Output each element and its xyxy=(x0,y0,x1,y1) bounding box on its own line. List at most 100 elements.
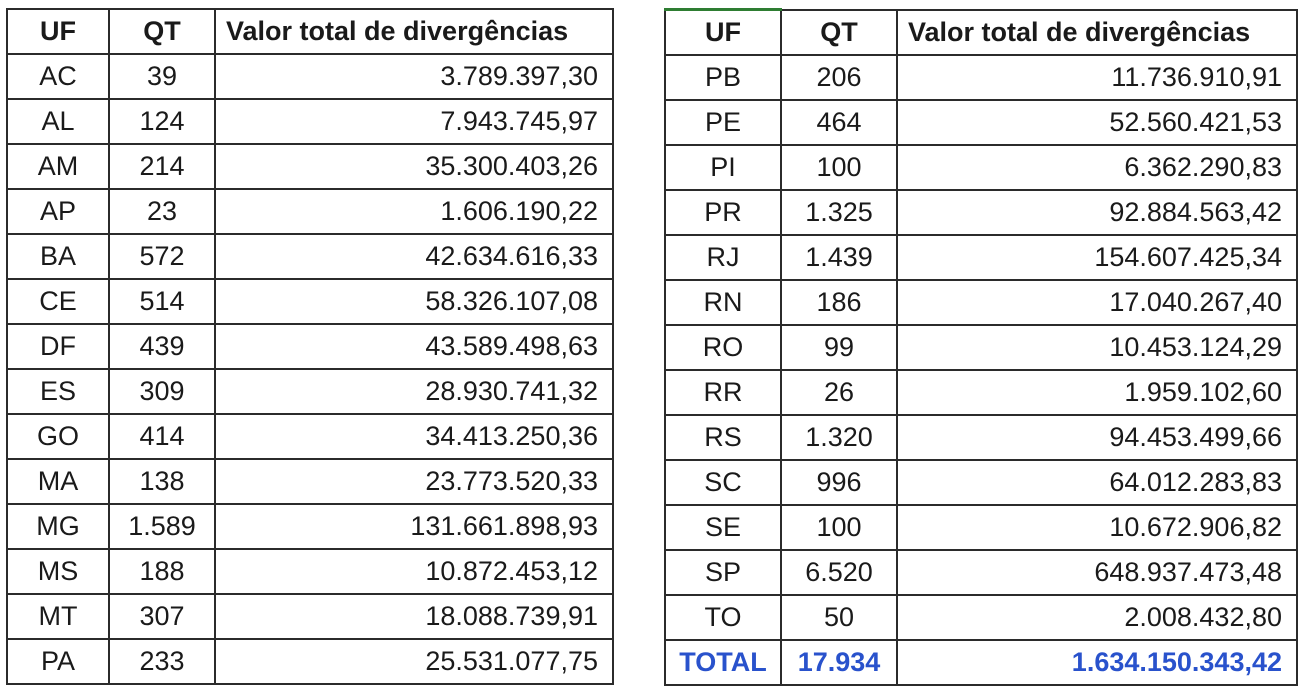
cell-valor[interactable]: 10.872.453,12 xyxy=(214,548,614,595)
cell-uf[interactable]: CE xyxy=(6,278,110,325)
cell-uf[interactable]: MG xyxy=(6,503,110,550)
cell-qt[interactable]: 124 xyxy=(108,98,216,145)
cell-qt[interactable]: 50 xyxy=(780,594,898,641)
cell-qt[interactable]: 309 xyxy=(108,368,216,415)
cell-qt[interactable]: 23 xyxy=(108,188,216,235)
cell-uf[interactable]: RN xyxy=(664,279,782,326)
cell-valor[interactable]: 11.736.910,91 xyxy=(896,54,1298,101)
cell-qt[interactable]: 307 xyxy=(108,593,216,640)
cell-valor[interactable]: 25.531.077,75 xyxy=(214,638,614,685)
cell-qt[interactable]: 206 xyxy=(780,54,898,101)
cell-uf[interactable]: AC xyxy=(6,53,110,100)
cell-valor[interactable]: 10.672.906,82 xyxy=(896,504,1298,551)
cell-uf[interactable]: PI xyxy=(664,144,782,191)
header-qt[interactable]: QT xyxy=(108,8,216,55)
cell-valor[interactable]: 648.937.473,48 xyxy=(896,549,1298,596)
cell-valor[interactable]: 6.362.290,83 xyxy=(896,144,1298,191)
header-uf[interactable]: UF xyxy=(6,8,110,55)
cell-valor[interactable]: 94.453.499,66 xyxy=(896,414,1298,461)
cell-uf[interactable]: TO xyxy=(664,594,782,641)
cell-valor[interactable]: 17.040.267,40 xyxy=(896,279,1298,326)
table-row: PA 233 25.531.077,75 xyxy=(6,638,614,685)
cell-uf[interactable]: RJ xyxy=(664,234,782,281)
cell-qt[interactable]: 138 xyxy=(108,458,216,505)
cell-uf[interactable]: RR xyxy=(664,369,782,416)
cell-valor[interactable]: 35.300.403,26 xyxy=(214,143,614,190)
cell-qt[interactable]: 1.320 xyxy=(780,414,898,461)
table-row: ES 309 28.930.741,32 xyxy=(6,368,614,415)
cell-valor[interactable]: 10.453.124,29 xyxy=(896,324,1298,371)
cell-qt[interactable]: 39 xyxy=(108,53,216,100)
cell-uf[interactable]: AP xyxy=(6,188,110,235)
total-uf[interactable]: TOTAL xyxy=(664,639,782,686)
cell-uf[interactable]: AL xyxy=(6,98,110,145)
cell-uf[interactable]: SE xyxy=(664,504,782,551)
table-row: MT 307 18.088.739,91 xyxy=(6,593,614,640)
cell-valor[interactable]: 42.634.616,33 xyxy=(214,233,614,280)
cell-qt[interactable]: 1.325 xyxy=(780,189,898,236)
cell-qt[interactable]: 1.589 xyxy=(108,503,216,550)
cell-valor[interactable]: 23.773.520,33 xyxy=(214,458,614,505)
cell-qt[interactable]: 233 xyxy=(108,638,216,685)
cell-valor[interactable]: 131.661.898,93 xyxy=(214,503,614,550)
cell-qt[interactable]: 414 xyxy=(108,413,216,460)
cell-qt[interactable]: 186 xyxy=(780,279,898,326)
table-row: MG 1.589 131.661.898,93 xyxy=(6,503,614,550)
cell-valor[interactable]: 64.012.283,83 xyxy=(896,459,1298,506)
header-valor[interactable]: Valor total de divergências xyxy=(214,8,614,55)
cell-qt[interactable]: 514 xyxy=(108,278,216,325)
cell-valor[interactable]: 7.943.745,97 xyxy=(214,98,614,145)
cell-valor[interactable]: 1.606.190,22 xyxy=(214,188,614,235)
cell-uf[interactable]: PR xyxy=(664,189,782,236)
table-row: BA 572 42.634.616,33 xyxy=(6,233,614,280)
cell-qt[interactable]: 100 xyxy=(780,504,898,551)
cell-valor[interactable]: 18.088.739,91 xyxy=(214,593,614,640)
cell-qt[interactable]: 99 xyxy=(780,324,898,371)
cell-uf[interactable]: PE xyxy=(664,99,782,146)
total-qt[interactable]: 17.934 xyxy=(780,639,898,686)
cell-qt[interactable]: 26 xyxy=(780,369,898,416)
cell-uf[interactable]: MA xyxy=(6,458,110,505)
cell-qt[interactable]: 188 xyxy=(108,548,216,595)
cell-uf[interactable]: DF xyxy=(6,323,110,370)
table-row: AC 39 3.789.397,30 xyxy=(6,53,614,100)
cell-uf[interactable]: ES xyxy=(6,368,110,415)
cell-qt[interactable]: 100 xyxy=(780,144,898,191)
cell-qt[interactable]: 464 xyxy=(780,99,898,146)
cell-uf[interactable]: PB xyxy=(664,54,782,101)
table-row: SE 100 10.672.906,82 xyxy=(664,504,1298,551)
table-row: PI 100 6.362.290,83 xyxy=(664,144,1298,191)
cell-uf[interactable]: MS xyxy=(6,548,110,595)
cell-valor[interactable]: 34.413.250,36 xyxy=(214,413,614,460)
table-row: SC 996 64.012.283,83 xyxy=(664,459,1298,506)
cell-valor[interactable]: 1.959.102,60 xyxy=(896,369,1298,416)
cell-valor[interactable]: 154.607.425,34 xyxy=(896,234,1298,281)
cell-qt[interactable]: 6.520 xyxy=(780,549,898,596)
cell-uf[interactable]: PA xyxy=(6,638,110,685)
cell-uf[interactable]: RS xyxy=(664,414,782,461)
cell-qt[interactable]: 439 xyxy=(108,323,216,370)
cell-uf[interactable]: SP xyxy=(664,549,782,596)
cell-qt[interactable]: 996 xyxy=(780,459,898,506)
cell-uf[interactable]: AM xyxy=(6,143,110,190)
header-uf[interactable]: UF xyxy=(664,8,782,56)
cell-valor[interactable]: 58.326.107,08 xyxy=(214,278,614,325)
cell-valor[interactable]: 28.930.741,32 xyxy=(214,368,614,415)
cell-qt[interactable]: 572 xyxy=(108,233,216,280)
cell-uf[interactable]: BA xyxy=(6,233,110,280)
cell-uf[interactable]: SC xyxy=(664,459,782,506)
header-qt[interactable]: QT xyxy=(780,8,898,56)
cell-uf[interactable]: RO xyxy=(664,324,782,371)
cell-valor[interactable]: 92.884.563,42 xyxy=(896,189,1298,236)
cell-valor[interactable]: 2.008.432,80 xyxy=(896,594,1298,641)
cell-valor[interactable]: 52.560.421,53 xyxy=(896,99,1298,146)
table-row: GO 414 34.413.250,36 xyxy=(6,413,614,460)
header-valor[interactable]: Valor total de divergências xyxy=(896,8,1298,56)
cell-uf[interactable]: MT xyxy=(6,593,110,640)
cell-valor[interactable]: 43.589.498,63 xyxy=(214,323,614,370)
cell-qt[interactable]: 214 xyxy=(108,143,216,190)
cell-uf[interactable]: GO xyxy=(6,413,110,460)
cell-valor[interactable]: 3.789.397,30 xyxy=(214,53,614,100)
cell-qt[interactable]: 1.439 xyxy=(780,234,898,281)
total-valor[interactable]: 1.634.150.343,42 xyxy=(896,639,1298,686)
